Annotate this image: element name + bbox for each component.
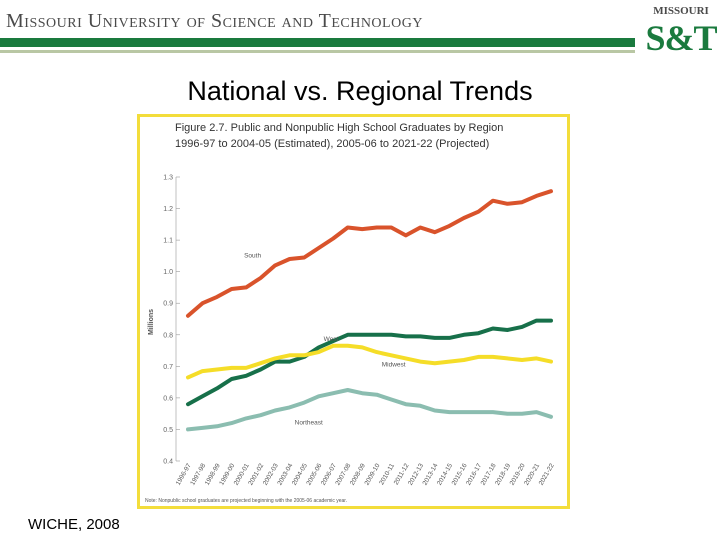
header-rule-green [0,38,635,47]
slide-title: National vs. Regional Trends [187,76,533,106]
series-line-west [186,318,553,407]
chart-title-line-1: Figure 2.7. Public and Nonpublic High Sc… [175,122,503,134]
y-tick-label: 1.0 [163,269,173,276]
y-tick-label: 0.4 [163,459,173,466]
series-label-midwest: Midwest [382,361,406,368]
logo-wordmark-top: MISSOURI [653,5,709,17]
source-citation: WICHE, 2008 [28,516,120,533]
series-label-south: South [244,252,261,259]
logo-wordmark-main: S&T [645,18,717,58]
series-line-northeast [186,388,553,432]
header-rule-light [0,50,635,53]
y-tick-label: 0.5 [163,427,173,434]
series-label-west: West [324,336,339,343]
series-line-south [186,189,553,318]
chart-note: Note: Nonpublic school graduates are pro… [145,498,347,504]
line-chart: Figure 2.7. Public and Nonpublic High Sc… [145,122,556,504]
y-tick-label: 0.7 [163,364,173,371]
header-bar: Missouri University of Science and Techn… [0,0,720,62]
series-label-northeast: Northeast [295,420,323,427]
y-tick-label: 1.1 [163,238,173,245]
university-logo: MISSOURI S&T [644,4,718,60]
y-tick-label: 0.8 [163,332,173,339]
chart-title-line-2: 1996-97 to 2004-05 (Estimated), 2005-06 … [175,138,489,150]
y-tick-label: 0.6 [163,395,173,402]
series-line-midwest [186,343,553,380]
y-tick-label: 1.2 [163,206,173,213]
y-axis-label: Millions [148,309,155,335]
y-tick-label: 1.3 [163,175,173,182]
figure-frame: Figure 2.7. Public and Nonpublic High Sc… [137,114,570,509]
y-tick-label: 0.9 [163,301,173,308]
institution-name: Missouri University of Science and Techn… [6,10,423,32]
